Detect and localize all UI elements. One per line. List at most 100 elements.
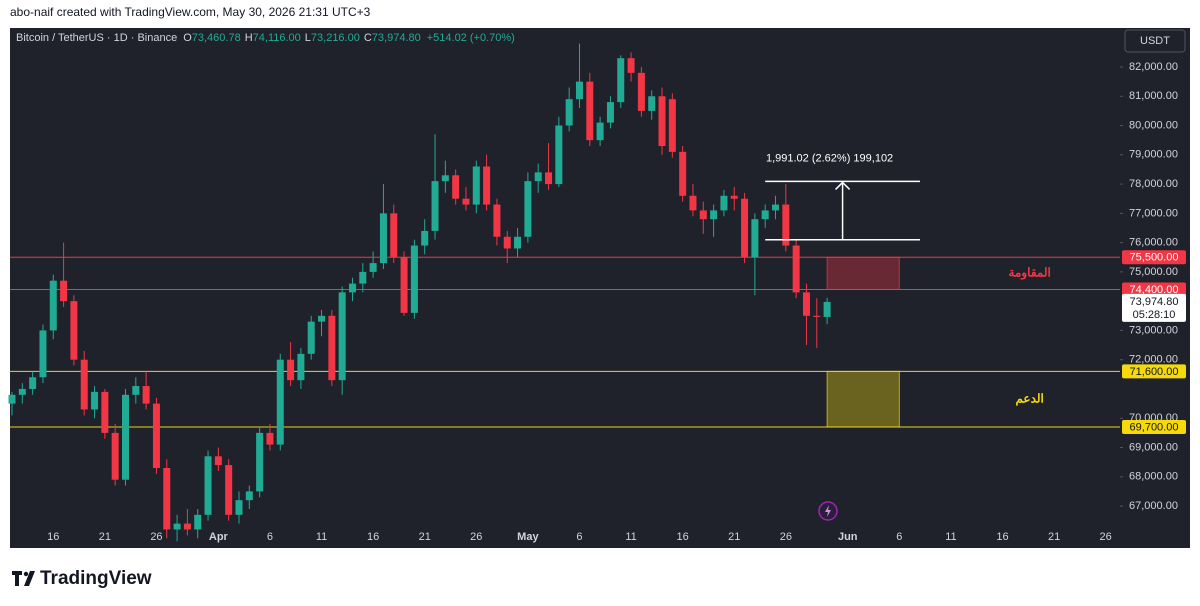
candle-body bbox=[163, 468, 171, 530]
candle-body bbox=[627, 58, 635, 73]
candle-body bbox=[390, 213, 398, 258]
x-tick-label: 26 bbox=[470, 531, 482, 543]
candle-body bbox=[8, 394, 16, 404]
candle-body bbox=[441, 175, 449, 182]
legend-value: 73,460.78 bbox=[191, 32, 241, 44]
candle-body bbox=[586, 81, 594, 141]
candle-body bbox=[60, 280, 68, 302]
candle-body bbox=[29, 377, 37, 389]
legend-key: L bbox=[304, 32, 311, 44]
candle-body bbox=[276, 359, 284, 445]
candle-body bbox=[18, 388, 26, 395]
candle-body bbox=[514, 236, 522, 249]
x-tick-label: 16 bbox=[677, 531, 689, 543]
candle-body bbox=[534, 172, 542, 182]
legend-key: O bbox=[183, 32, 192, 44]
last-price-tag bbox=[1122, 293, 1186, 322]
candle-body bbox=[142, 386, 150, 404]
candle-body bbox=[565, 99, 573, 126]
candle-body bbox=[318, 315, 326, 322]
candle-body bbox=[802, 292, 810, 316]
candle-body bbox=[730, 195, 738, 199]
x-tick-label: 16 bbox=[996, 531, 1008, 543]
price-tag bbox=[1122, 282, 1186, 297]
candle-body bbox=[668, 99, 676, 152]
candle-body bbox=[472, 166, 480, 205]
y-tick-label: 76,000.00 bbox=[1129, 237, 1178, 249]
y-tick-label: 72,000.00 bbox=[1129, 354, 1178, 366]
x-tick-label: 26 bbox=[1100, 531, 1112, 543]
candle-body bbox=[751, 219, 759, 258]
alert-icon[interactable] bbox=[818, 501, 838, 521]
candle-body bbox=[503, 236, 511, 249]
legend-value: 73,974.80 bbox=[371, 32, 421, 44]
zone-label: الدعم bbox=[1015, 391, 1043, 406]
candle-body bbox=[101, 391, 109, 433]
zone-label: المقاومة bbox=[1009, 266, 1051, 281]
legend-key: C bbox=[363, 32, 372, 44]
currency-label: USDT bbox=[1140, 35, 1170, 47]
x-tick-label: 11 bbox=[316, 531, 327, 543]
candle-body bbox=[813, 315, 821, 317]
candle-body bbox=[266, 432, 274, 445]
candle-body bbox=[555, 125, 563, 185]
price-tag bbox=[1122, 250, 1186, 265]
x-tick-label: 6 bbox=[576, 531, 582, 543]
price-tag-label: 75,500.00 bbox=[1130, 252, 1179, 264]
candle-body bbox=[307, 321, 315, 354]
zone-box bbox=[826, 370, 900, 428]
candle-body bbox=[545, 172, 553, 185]
candle-body bbox=[741, 198, 749, 258]
candle-body bbox=[782, 204, 790, 246]
x-tick-label: Apr bbox=[209, 531, 229, 543]
candle-body bbox=[49, 280, 57, 331]
zone-box bbox=[826, 256, 900, 290]
candle-body bbox=[689, 195, 697, 211]
currency-button[interactable] bbox=[1124, 29, 1186, 53]
x-tick-label: 6 bbox=[896, 531, 902, 543]
candle-body bbox=[297, 353, 305, 381]
candle-body bbox=[256, 432, 264, 492]
candle-body bbox=[214, 456, 222, 466]
candle-body bbox=[80, 359, 88, 410]
header: abo-naif created with TradingView.com, M… bbox=[10, 5, 371, 19]
candle-body bbox=[679, 151, 687, 196]
candle-body bbox=[70, 301, 78, 360]
candle-body bbox=[575, 81, 583, 100]
candle-body bbox=[493, 204, 501, 237]
candle-body bbox=[194, 514, 202, 530]
y-tick-label: 68,000.00 bbox=[1129, 471, 1178, 483]
y-tick-label: 78,000.00 bbox=[1129, 178, 1178, 190]
plot-background bbox=[10, 28, 1190, 548]
legend: Bitcoin / TetherUS · 1D · Binance O73,460… bbox=[16, 32, 515, 44]
countdown-label: 05:28:10 bbox=[1133, 309, 1176, 321]
candle-body bbox=[235, 500, 243, 515]
measure-label: 1,991.02 (2.62%) 199,102 bbox=[766, 152, 893, 164]
y-tick-label: 77,000.00 bbox=[1129, 207, 1178, 219]
candle-body bbox=[183, 523, 191, 530]
legend-value: 73,216.00 bbox=[310, 32, 360, 44]
candle-body bbox=[823, 301, 831, 317]
x-tick-label: 21 bbox=[99, 531, 111, 543]
candle-body bbox=[761, 210, 769, 220]
y-tick-label: 75,000.00 bbox=[1129, 266, 1178, 278]
candle-body bbox=[173, 523, 181, 530]
x-tick-label: 21 bbox=[1048, 531, 1060, 543]
candle-body bbox=[400, 257, 408, 313]
x-tick-label: 11 bbox=[625, 531, 636, 543]
candle-body bbox=[596, 122, 604, 141]
x-tick-label: Jun bbox=[838, 531, 858, 543]
candle-body bbox=[39, 330, 47, 378]
price-tag bbox=[1122, 420, 1186, 435]
legend-change: +514.02 (+0.70%) bbox=[426, 32, 515, 44]
x-tick-label: 26 bbox=[780, 531, 792, 543]
candle-body bbox=[792, 245, 800, 293]
candle-body bbox=[431, 181, 439, 231]
x-tick-label: May bbox=[517, 531, 539, 543]
x-tick-label: 21 bbox=[728, 531, 740, 543]
candle-body bbox=[452, 175, 460, 199]
brand: TradingView bbox=[40, 568, 152, 589]
candle-body bbox=[483, 166, 491, 205]
brand-logo bbox=[12, 571, 35, 586]
